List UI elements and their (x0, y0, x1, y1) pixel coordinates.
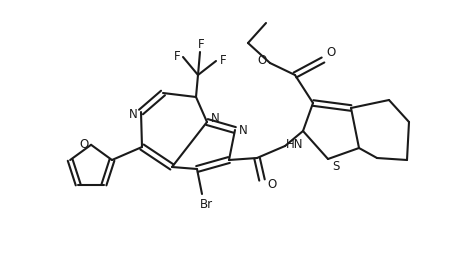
Text: Br: Br (199, 198, 212, 211)
Text: O: O (257, 55, 267, 68)
Text: F: F (219, 55, 227, 68)
Text: S: S (332, 161, 340, 174)
Text: O: O (80, 138, 89, 151)
Text: F: F (197, 38, 205, 51)
Text: F: F (174, 50, 180, 63)
Text: N: N (211, 112, 219, 125)
Text: N: N (129, 109, 138, 122)
Text: O: O (326, 46, 336, 59)
Text: O: O (267, 178, 277, 191)
Text: HN: HN (286, 137, 304, 151)
Text: N: N (239, 123, 248, 136)
